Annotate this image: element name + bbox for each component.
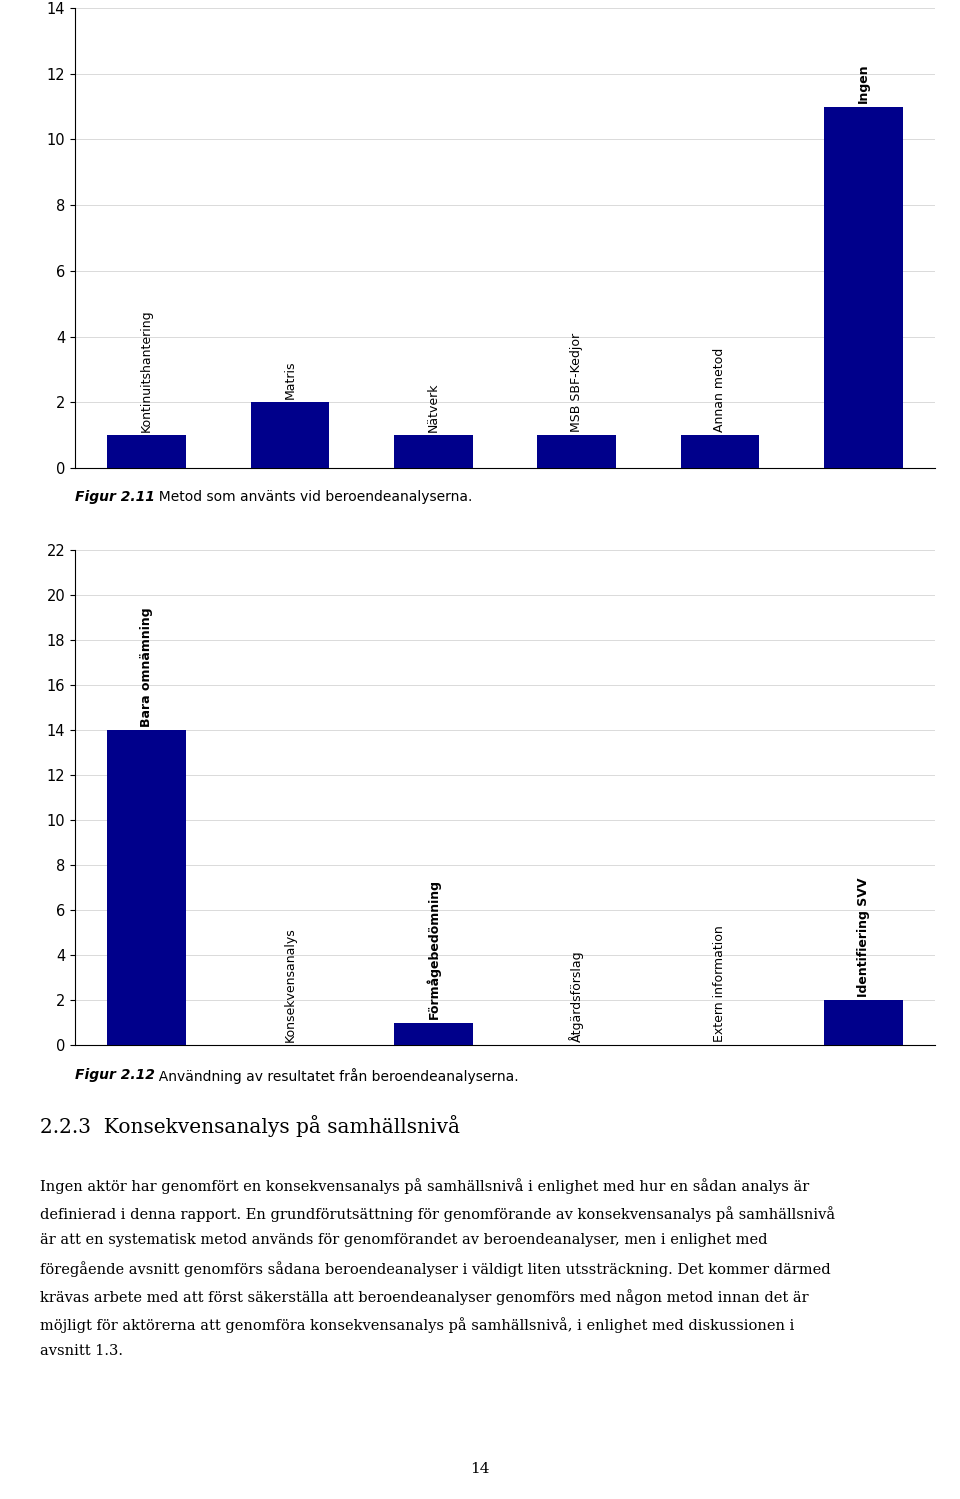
Text: 14: 14: [470, 1462, 490, 1477]
Text: Bara omnämning: Bara omnämning: [140, 607, 154, 727]
Text: definierad i denna rapport. En grundförutsättning för genomförande av konsekvens: definierad i denna rapport. En grundföru…: [40, 1205, 835, 1222]
Bar: [108, 435, 186, 468]
Text: Annan metod: Annan metod: [713, 348, 727, 432]
Bar: [824, 1000, 902, 1045]
Text: MSB SBF-Kedjor: MSB SBF-Kedjor: [570, 333, 583, 432]
Text: är att en systematisk metod används för genomförandet av beroendeanalyser, men i: är att en systematisk metod används för …: [40, 1234, 767, 1247]
Text: Identifiering SVV: Identifiering SVV: [857, 877, 870, 997]
Text: 2.2.3  Konsekvensanalys på samhällsnivå: 2.2.3 Konsekvensanalys på samhällsnivå: [40, 1115, 460, 1138]
Text: avsnitt 1.3.: avsnitt 1.3.: [40, 1345, 123, 1358]
Text: Användning av resultatet från beroendeanalyserna.: Användning av resultatet från beroendean…: [150, 1067, 518, 1084]
Text: Matris: Matris: [283, 360, 297, 399]
Text: Extern information: Extern information: [713, 925, 727, 1042]
Text: Förmågebedömning: Förmågebedömning: [426, 878, 441, 1019]
Bar: [394, 1022, 472, 1045]
Bar: [681, 435, 759, 468]
Text: Åtgärdsförslag: Åtgärdsförslag: [569, 950, 584, 1042]
Text: krävas arbete med att först säkerställa att beroendeanalyser genomförs med någon: krävas arbete med att först säkerställa …: [40, 1289, 808, 1304]
Text: Figur 2.11: Figur 2.11: [75, 490, 155, 504]
Bar: [538, 435, 616, 468]
Text: Ingen aktör har genomfört en konsekvensanalys på samhällsnivå i enlighet med hur: Ingen aktör har genomfört en konsekvensa…: [40, 1178, 809, 1193]
Bar: [394, 435, 472, 468]
Bar: [824, 106, 902, 468]
Text: Nätverk: Nätverk: [427, 382, 440, 432]
Text: Metod som använts vid beroendeanalyserna.: Metod som använts vid beroendeanalyserna…: [150, 490, 472, 504]
Text: Kontinuitshantering: Kontinuitshantering: [140, 309, 154, 432]
Text: Konsekvensanalys: Konsekvensanalys: [283, 926, 297, 1042]
Text: möjligt för aktörerna att genomföra konsekvensanalys på samhällsnivå, i enlighet: möjligt för aktörerna att genomföra kons…: [40, 1316, 794, 1333]
Bar: [251, 402, 329, 468]
Text: Figur 2.12: Figur 2.12: [75, 1067, 155, 1082]
Text: föregående avsnitt genomförs sådana beroendeanalyser i väldigt liten utssträckni: föregående avsnitt genomförs sådana bero…: [40, 1261, 830, 1277]
Bar: [108, 730, 186, 1045]
Text: Ingen: Ingen: [857, 63, 870, 103]
